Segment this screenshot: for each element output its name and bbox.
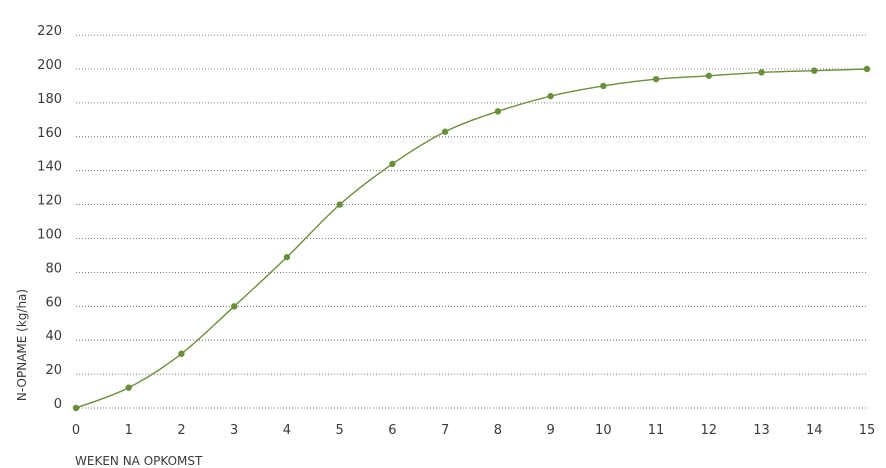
x-tick-label-10: 10 <box>595 423 612 438</box>
y-tick-label-140: 140 <box>37 160 62 175</box>
x-tick-label-4: 4 <box>283 423 291 438</box>
x-tick-label-0: 0 <box>72 423 80 438</box>
data-point-8 <box>494 108 502 115</box>
data-point-6 <box>389 160 396 168</box>
y-tick-label-100: 100 <box>37 228 62 243</box>
y-axis-tick-labels: 0 20 40 60 80 100 120 140 160 180 200 220 <box>37 24 62 412</box>
data-point-11 <box>652 75 660 83</box>
x-tick-label-9: 9 <box>546 423 554 438</box>
grid-lines <box>76 34 867 409</box>
x-axis-title: WEKEN NA OPKOMST <box>75 454 203 468</box>
data-point-5 <box>336 201 343 208</box>
data-point-15 <box>863 65 871 73</box>
x-tick-label-13: 13 <box>753 423 770 438</box>
x-tick-label-6: 6 <box>388 423 396 438</box>
y-tick-label-180: 180 <box>37 92 62 107</box>
data-point-1 <box>125 384 132 391</box>
x-axis-tick-labels: 0 1 2 3 4 5 6 7 8 9 10 11 12 13 14 15 <box>72 423 875 438</box>
x-tick-label-14: 14 <box>806 423 823 438</box>
x-tick-label-11: 11 <box>648 423 665 438</box>
y-tick-label-120: 120 <box>37 194 62 209</box>
data-points <box>72 65 871 412</box>
y-axis-title: N-OPNAME (kg/ha) <box>15 289 29 401</box>
y-tick-label-20: 20 <box>45 363 62 378</box>
x-tick-label-7: 7 <box>441 423 449 438</box>
x-tick-label-12: 12 <box>701 423 718 438</box>
y-tick-label-80: 80 <box>45 261 62 276</box>
y-tick-label-60: 60 <box>45 295 62 310</box>
data-point-10 <box>600 82 607 90</box>
x-tick-label-8: 8 <box>494 423 502 438</box>
y-tick-label-40: 40 <box>45 329 62 344</box>
x-tick-label-15: 15 <box>859 423 876 438</box>
y-tick-label-160: 160 <box>37 126 62 141</box>
data-point-13 <box>758 69 765 76</box>
y-tick-label-0: 0 <box>54 397 62 412</box>
data-point-7 <box>441 128 449 135</box>
series-line <box>75 68 868 409</box>
data-point-0 <box>72 404 80 412</box>
data-point-14 <box>811 67 818 74</box>
y-tick-label-220: 220 <box>37 24 62 39</box>
data-point-9 <box>547 92 554 100</box>
x-tick-label-5: 5 <box>336 423 344 438</box>
x-tick-label-2: 2 <box>177 423 185 438</box>
x-tick-label-3: 3 <box>230 423 238 438</box>
data-point-12 <box>705 72 712 79</box>
x-tick-label-1: 1 <box>125 423 133 438</box>
data-point-3 <box>231 303 238 310</box>
data-point-2 <box>178 350 185 357</box>
data-point-4 <box>283 253 291 261</box>
y-tick-label-200: 200 <box>37 58 62 73</box>
